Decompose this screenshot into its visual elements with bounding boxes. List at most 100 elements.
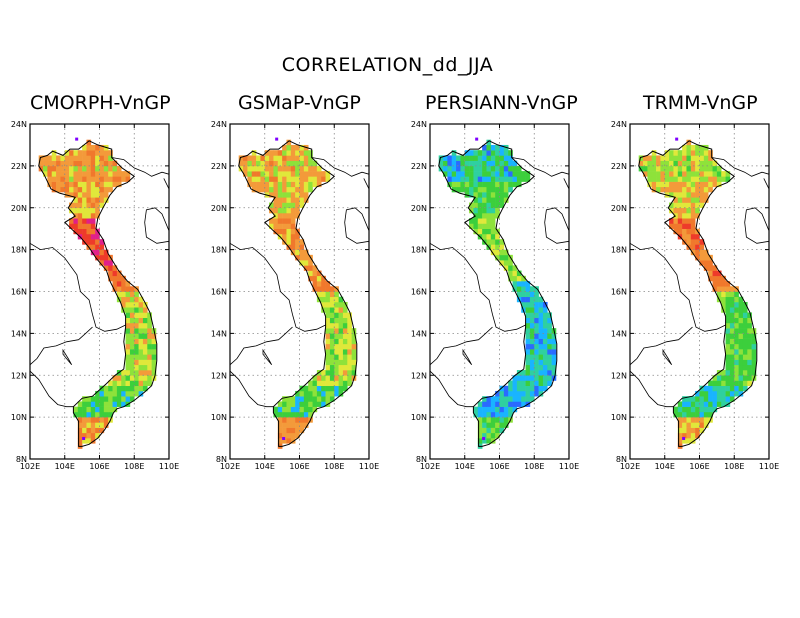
grid-cell (516, 181, 522, 188)
grid-cell (99, 390, 105, 397)
grid-cell (277, 427, 283, 434)
grid-cell (138, 385, 144, 392)
grid-cell (90, 160, 96, 167)
grid-cell (451, 186, 457, 193)
grid-cell (138, 359, 144, 366)
grid-cell (703, 160, 709, 167)
grid-cell (290, 155, 296, 161)
grid-cell (312, 401, 318, 407)
grid-cell (238, 160, 244, 167)
grid-cell (342, 370, 348, 376)
grid-cell (303, 165, 309, 172)
grid-cell (451, 171, 457, 177)
grid-cell (334, 296, 339, 303)
grid-cell (308, 186, 313, 193)
grid-cell (73, 207, 79, 214)
grid-cell (695, 144, 700, 151)
grid-cell (43, 155, 48, 161)
grid-cell (95, 427, 100, 434)
grid-cell (690, 176, 696, 182)
grid-cell (495, 401, 500, 407)
grid-cell (321, 281, 326, 287)
grid-cell (495, 427, 500, 434)
grid-cell (712, 385, 718, 392)
grid-cell (669, 150, 674, 156)
grid-cell (334, 364, 339, 371)
grid-cell (286, 239, 292, 245)
grid-cell (486, 181, 492, 188)
grid-cell (456, 155, 461, 161)
grid-cell (282, 207, 287, 214)
grid-cell (299, 390, 305, 397)
grid-cell (508, 160, 513, 167)
grid-cell (721, 390, 726, 397)
grid-cell (477, 207, 483, 214)
grid-cell (677, 165, 683, 172)
grid-cell (695, 422, 700, 428)
grid-cell (512, 385, 518, 392)
grid-cell (303, 171, 309, 177)
grid-cell (338, 343, 344, 350)
grid-cell (512, 375, 518, 381)
grid-cell (690, 150, 696, 156)
grid-cell (303, 160, 309, 167)
grid-cell (273, 176, 279, 182)
grid-cell (738, 364, 744, 371)
grid-cell (734, 370, 739, 376)
grid-cell (538, 322, 544, 329)
grid-cell (525, 364, 531, 371)
grid-cell (708, 275, 713, 282)
grid-cell (473, 155, 479, 161)
grid-cell (703, 401, 709, 407)
grid-cell (90, 192, 96, 198)
grid-cell (499, 422, 505, 428)
grid-cell (90, 186, 96, 193)
grid-cell (725, 301, 731, 308)
grid-cell (542, 307, 548, 313)
grid-cell (95, 171, 100, 177)
grid-cell (147, 364, 152, 371)
grid-cell (677, 186, 683, 193)
grid-cell (125, 291, 131, 298)
grid-cell (699, 202, 705, 209)
grid-cell (682, 171, 687, 177)
grid-cell (108, 186, 113, 193)
grid-cell (486, 411, 492, 418)
grid-cell (90, 233, 96, 240)
grid-cell (477, 150, 483, 156)
grid-cell (129, 338, 135, 345)
grid-cell (529, 328, 535, 334)
grid-cell (451, 176, 457, 182)
grid-cell (147, 338, 152, 345)
grid-cell (460, 186, 466, 193)
grid-cell (482, 223, 487, 229)
grid-cell (325, 359, 331, 366)
grid-cell (82, 176, 87, 182)
grid-cell (112, 390, 118, 397)
neighbour-boundary (711, 157, 769, 177)
grid-cell (112, 286, 118, 292)
grid-cell (725, 375, 731, 381)
grid-cell (464, 160, 470, 167)
grid-cell (656, 160, 661, 167)
grid-cell (669, 165, 674, 172)
grid-cell (508, 380, 513, 387)
grid-cell (690, 192, 696, 198)
grid-cell (495, 207, 500, 214)
grid-cell (321, 301, 326, 308)
grid-cell (251, 150, 257, 156)
grid-cell (703, 171, 709, 177)
grid-cell (125, 370, 131, 376)
grid-cell (477, 438, 483, 444)
grid-cell (708, 406, 713, 413)
grid-cell (490, 228, 496, 235)
grid-cell (503, 176, 509, 182)
grid-cell (669, 207, 674, 214)
grid-cell (534, 375, 539, 381)
grid-cell (508, 181, 513, 188)
grid-cell (90, 239, 96, 245)
grid-cell (525, 343, 531, 350)
grid-cell (108, 396, 113, 402)
grid-cell (273, 197, 279, 203)
